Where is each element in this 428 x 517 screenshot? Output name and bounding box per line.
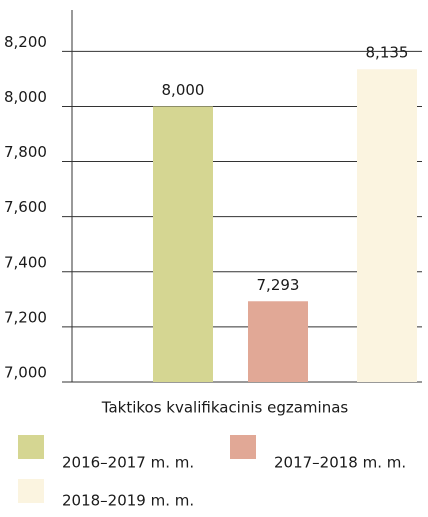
value-label: 7,293 <box>257 276 300 294</box>
bar <box>248 301 308 382</box>
legend-label: 2016–2017 m. m. <box>62 454 194 472</box>
legend-label: 2017–2018 m. m. <box>274 454 406 472</box>
value-label: 8,000 <box>162 81 205 99</box>
x-tick-label: Taktikos kvalifikacinis egzaminas <box>101 399 349 417</box>
y-tick-label: 7,400 <box>4 253 47 271</box>
y-tick-label: 7,600 <box>4 198 47 216</box>
legend-swatch <box>18 435 44 459</box>
legend-swatch <box>230 435 256 459</box>
bar <box>357 69 417 382</box>
bar <box>153 106 213 382</box>
legend-label: 2018–2019 m. m. <box>62 492 194 510</box>
y-tick-label: 7,800 <box>4 143 47 161</box>
y-tick-label: 8,000 <box>4 88 47 106</box>
y-tick-label: 7,200 <box>4 308 47 326</box>
y-tick-label: 8,200 <box>4 33 47 51</box>
legend-swatch <box>18 479 44 503</box>
y-tick-label: 7,000 <box>4 364 47 382</box>
value-label: 8,135 <box>366 44 409 62</box>
